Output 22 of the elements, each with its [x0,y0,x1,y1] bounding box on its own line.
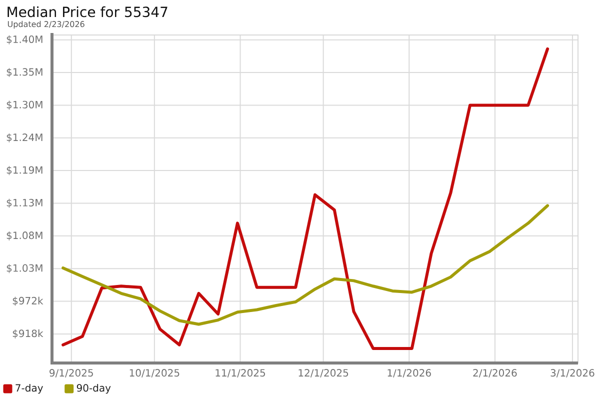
chart-title: Median Price for 55347 [8,6,168,18]
y-tick-label: $1.24M [6,133,42,142]
x-tick-label: 11/1/2025 [216,369,265,378]
x-tick-label: 3/1/2026 [550,369,594,378]
y-tick-label: $1.19M [6,166,42,176]
y-tick-label: $918k [12,329,44,338]
legend-label: 7-day [16,384,43,394]
y-tick-label: $1.08M [6,231,42,240]
x-tick-label: 2/1/2026 [473,369,517,378]
chart-subtitle: Updated 2/23/2026 [8,20,84,29]
y-tick-label: $1.35M [6,68,42,78]
y-tick-label: $1.40M [6,35,42,44]
legend-label: 90-day [76,384,111,394]
x-tick-label: 1/1/2026 [388,369,431,378]
y-tick-label: $1.30M [6,100,42,110]
x-tick-label: 10/1/2025 [130,369,180,378]
y-tick-label: $1.03M [6,264,42,274]
y-tick-label: $972k [12,296,44,306]
line-series [62,204,550,326]
x-tick-label: 9/1/2025 [50,369,93,378]
x-tick-label: 12/1/2025 [298,369,348,378]
y-tick-label: $1.13M [6,198,42,208]
